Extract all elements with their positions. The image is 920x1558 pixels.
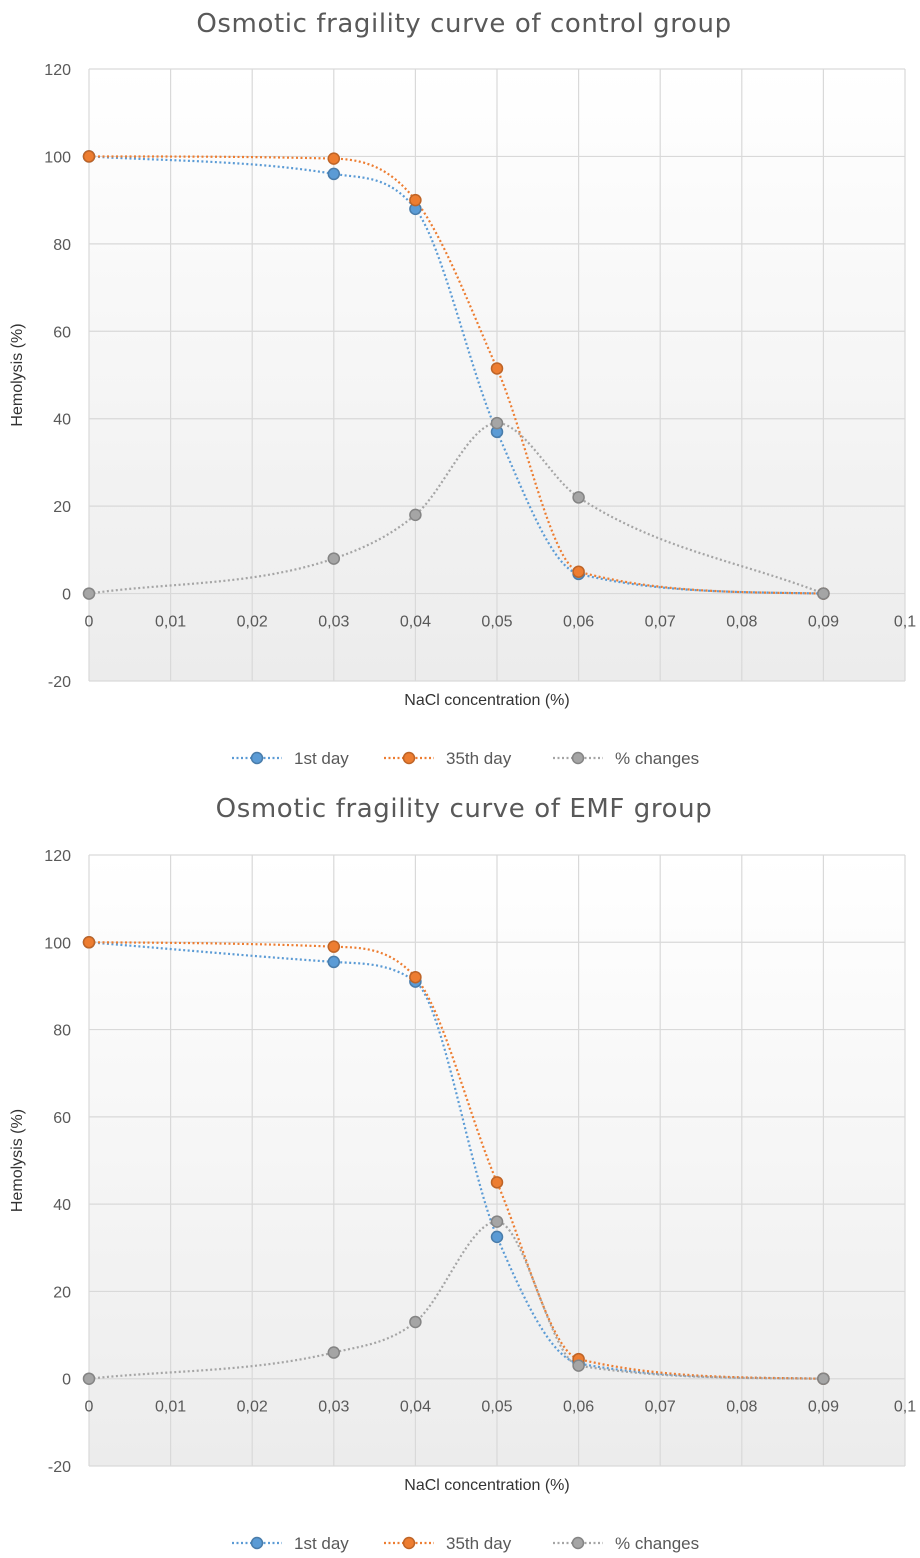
x-tick-label: 0,03	[318, 614, 349, 631]
data-point-percent-changes	[82, 587, 96, 600]
data-point-thirty-fifth-day	[572, 565, 585, 578]
data-point-percent-changes	[327, 552, 341, 565]
y-axis-title: Hemolysis (%)	[9, 1109, 26, 1212]
y-tick-label: 0	[62, 1372, 71, 1389]
data-point-percent-changes	[817, 1372, 830, 1385]
chart-control-group: Osmotic fragility curve of control group…	[9, 9, 916, 768]
x-tick-label: 0,05	[481, 614, 512, 631]
data-point-first-day	[490, 1230, 504, 1244]
legend-item-thirty-fifth-day: 35th day	[384, 749, 512, 768]
legend-label: % changes	[615, 749, 699, 768]
data-point-first-day	[327, 167, 341, 181]
y-tick-label: 40	[53, 412, 71, 429]
legend-marker-icon	[571, 751, 585, 765]
chart-emf-group: Osmotic fragility curve of EMF group 120 1…	[9, 794, 916, 1553]
y-tick-label: 120	[44, 62, 71, 79]
legend: 1st day 35th day % changes	[232, 749, 699, 768]
x-tick-label: 0,06	[563, 614, 594, 631]
series-line-thirty-fifth-day	[88, 155, 824, 595]
legend-item-percent-changes: % changes	[553, 749, 699, 768]
y-tick-label: -20	[48, 1459, 71, 1476]
x-tick-label: 0,1	[894, 1399, 916, 1416]
x-tick-label: 0,01	[155, 1399, 186, 1416]
legend-label: 35th day	[446, 1534, 512, 1553]
x-tick-label: 0,05	[481, 1399, 512, 1416]
data-point-percent-changes	[82, 1372, 96, 1385]
x-tick-label: 0,03	[318, 1399, 349, 1416]
data-point-thirty-fifth-day	[82, 150, 96, 163]
y-tick-label: 40	[53, 1197, 71, 1214]
data-point-thirty-fifth-day	[327, 940, 341, 953]
series-line-first-day	[88, 941, 824, 1380]
x-tick-label: 0	[85, 614, 94, 631]
x-tick-label: 0,06	[563, 1399, 594, 1416]
y-tick-label: 60	[53, 324, 71, 341]
legend-label: % changes	[615, 1534, 699, 1553]
legend-label: 35th day	[446, 749, 512, 768]
y-axis-title: Hemolysis (%)	[9, 323, 26, 426]
x-tick-label: 0,09	[808, 1399, 839, 1416]
x-axis-title: NaCl concentration (%)	[404, 1477, 569, 1494]
y-tick-label: 20	[53, 1284, 71, 1301]
y-tick-label: 0	[62, 587, 71, 604]
legend-marker-icon	[402, 1536, 416, 1550]
data-point-thirty-fifth-day	[327, 152, 341, 165]
x-tick-label: 0,04	[400, 614, 431, 631]
data-point-percent-changes	[572, 1359, 585, 1372]
legend-item-first-day: 1st day	[232, 749, 349, 768]
chart-title: Osmotic fragility curve of control group	[196, 9, 731, 39]
legend-marker-icon	[571, 1536, 585, 1550]
legend-marker-icon	[402, 751, 416, 765]
y-tick-label: 80	[53, 1023, 71, 1040]
x-tick-label: 0,1	[894, 614, 916, 631]
legend-marker-icon	[250, 1536, 264, 1550]
legend-label: 1st day	[294, 1534, 349, 1553]
x-tick-label: 0,08	[726, 1399, 757, 1416]
series-line-thirty-fifth-day	[88, 941, 824, 1380]
x-tick-label: 0	[85, 1399, 94, 1416]
data-point-percent-changes	[490, 416, 504, 430]
data-point-thirty-fifth-day	[490, 1176, 504, 1189]
series-line-percent-changes	[88, 1220, 824, 1380]
data-point-thirty-fifth-day	[490, 362, 504, 375]
y-tick-label: 100	[44, 935, 71, 952]
legend-item-first-day: 1st day	[232, 1534, 349, 1553]
data-point-percent-changes	[327, 1346, 341, 1359]
x-tick-label: 0,04	[400, 1399, 431, 1416]
data-point-thirty-fifth-day	[409, 193, 422, 207]
data-point-thirty-fifth-day	[82, 936, 96, 949]
x-tick-label: 0,07	[645, 614, 676, 631]
y-tick-label: 120	[44, 848, 71, 865]
y-tick-label: 60	[53, 1110, 71, 1127]
chart-title: Osmotic fragility curve of EMF group	[216, 794, 713, 824]
data-point-thirty-fifth-day	[409, 970, 422, 984]
y-tick-label: 80	[53, 237, 71, 254]
legend-item-percent-changes: % changes	[553, 1534, 699, 1553]
y-tick-label: 20	[53, 499, 71, 516]
legend-label: 1st day	[294, 749, 349, 768]
x-axis-title: NaCl concentration (%)	[404, 692, 569, 709]
legend-item-thirty-fifth-day: 35th day	[384, 1534, 512, 1553]
x-tick-label: 0,09	[808, 614, 839, 631]
y-tick-label: 100	[44, 149, 71, 166]
x-tick-label: 0,01	[155, 614, 186, 631]
y-tick-label: -20	[48, 674, 71, 691]
x-tick-label: 0,07	[645, 1399, 676, 1416]
x-tick-label: 0,02	[237, 614, 268, 631]
legend: 1st day 35th day % changes	[232, 1534, 699, 1553]
x-tick-label: 0,02	[237, 1399, 268, 1416]
data-point-percent-changes	[409, 508, 422, 522]
series-line-first-day	[88, 155, 824, 595]
x-tick-label: 0,08	[726, 614, 757, 631]
series-line-percent-changes	[88, 421, 824, 595]
legend-marker-icon	[250, 751, 264, 765]
data-point-percent-changes	[409, 1315, 422, 1329]
data-point-percent-changes	[572, 491, 585, 504]
data-point-percent-changes	[490, 1215, 504, 1228]
data-point-first-day	[327, 955, 341, 969]
data-point-percent-changes	[817, 587, 830, 600]
